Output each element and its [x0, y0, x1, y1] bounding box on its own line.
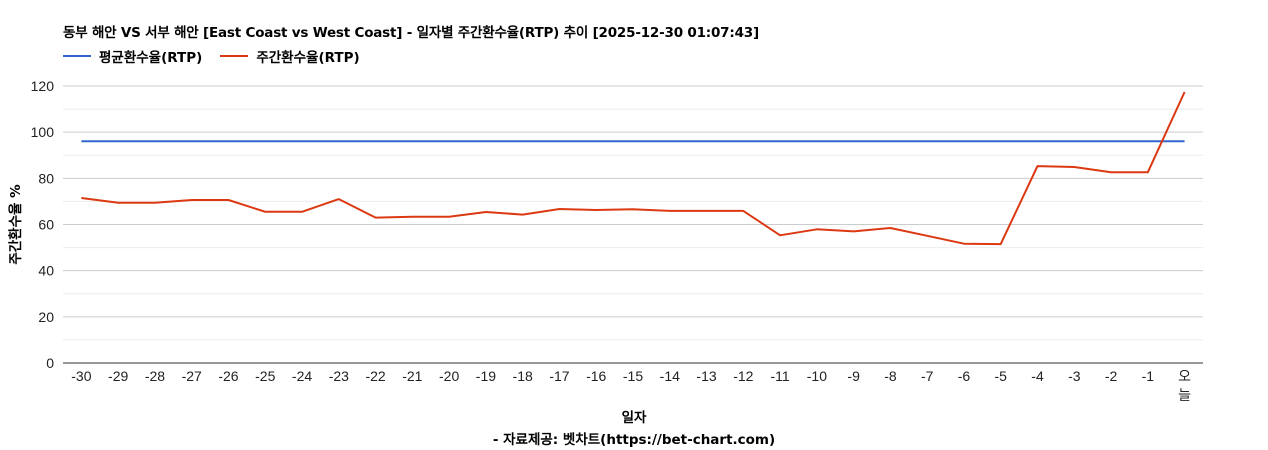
x-tick-label: -12 [733, 368, 753, 384]
legend-label: 평균환수율(RTP) [99, 50, 203, 66]
y-tick-label: 0 [46, 355, 54, 371]
series-line-weekly-rtp [81, 91, 1186, 246]
legend-swatch-red [220, 55, 249, 57]
y-tick-label: 80 [38, 170, 54, 186]
x-tick-label: 오 [1178, 368, 1191, 384]
legend-label: 주간환수율(RTP) [256, 50, 360, 66]
y-tick-label: 20 [38, 309, 54, 325]
x-tick-label: -8 [884, 368, 897, 384]
series-lines [81, 91, 1186, 246]
x-tick-label: -7 [921, 368, 934, 384]
legend-item-weekly-rtp[interactable]: 주간환수율(RTP) [220, 46, 360, 66]
x-tick-label: -24 [292, 368, 312, 384]
x-tick-label: -17 [549, 368, 569, 384]
x-tick-label: -20 [439, 368, 459, 384]
y-tick-label: 120 [31, 78, 55, 94]
y-axis-ticks: 0 20 40 60 80 100 120 [31, 78, 55, 371]
y-tick-label: 100 [31, 124, 55, 140]
x-tick-label: -11 [770, 368, 789, 384]
legend-swatch-blue [63, 55, 91, 57]
x-tick-label: -19 [476, 368, 496, 384]
x-axis-title: 일자 [621, 410, 647, 426]
x-tick-label: -1 [1142, 368, 1155, 384]
x-tick-label: -29 [108, 368, 128, 384]
x-tick-label: -23 [329, 368, 349, 384]
x-tick-label: -2 [1105, 368, 1118, 384]
data-source-credit: - 자료제공: 벳차트(https://bet-chart.com) [492, 432, 776, 448]
chart-title: 동부 해안 VS 서부 해안 [East Coast vs West Coast… [63, 25, 759, 41]
x-tick-label: -26 [218, 368, 238, 384]
x-tick-label: -10 [807, 368, 827, 384]
x-tick-label: -16 [586, 368, 606, 384]
x-tick-label: -13 [696, 368, 716, 384]
x-tick-label: -18 [513, 368, 533, 384]
x-tick-label: -14 [660, 368, 680, 384]
x-tick-label: -22 [365, 368, 385, 384]
x-tick-label: -30 [71, 368, 91, 384]
legend-item-average-rtp[interactable]: 평균환수율(RTP) [63, 46, 202, 66]
y-tick-label: 60 [38, 217, 54, 233]
x-tick-label: -9 [847, 368, 860, 384]
x-tick-label: -21 [402, 368, 422, 384]
x-tick-label: -27 [182, 368, 202, 384]
x-tick-label: -3 [1068, 368, 1081, 384]
gridlines [63, 85, 1203, 341]
y-tick-label: 40 [38, 263, 54, 279]
x-tick-label: -6 [958, 368, 971, 384]
x-tick-label: -15 [623, 368, 643, 384]
y-axis-title: 주간환수율 % [7, 184, 24, 265]
x-tick-label: -25 [255, 368, 275, 384]
x-tick-label: -4 [1031, 368, 1044, 384]
x-tick-label: -5 [995, 368, 1008, 384]
x-tick-label: 늘 [1178, 387, 1191, 403]
x-axis-ticks: -30 -29 -28 -27 -26 -25 -24 -23 -22 -21 -20 -19 -18-… [71, 368, 1191, 403]
x-tick-label: -28 [145, 368, 165, 384]
legend: 평균환수율(RTP) 주간환수율(RTP) [63, 46, 360, 66]
